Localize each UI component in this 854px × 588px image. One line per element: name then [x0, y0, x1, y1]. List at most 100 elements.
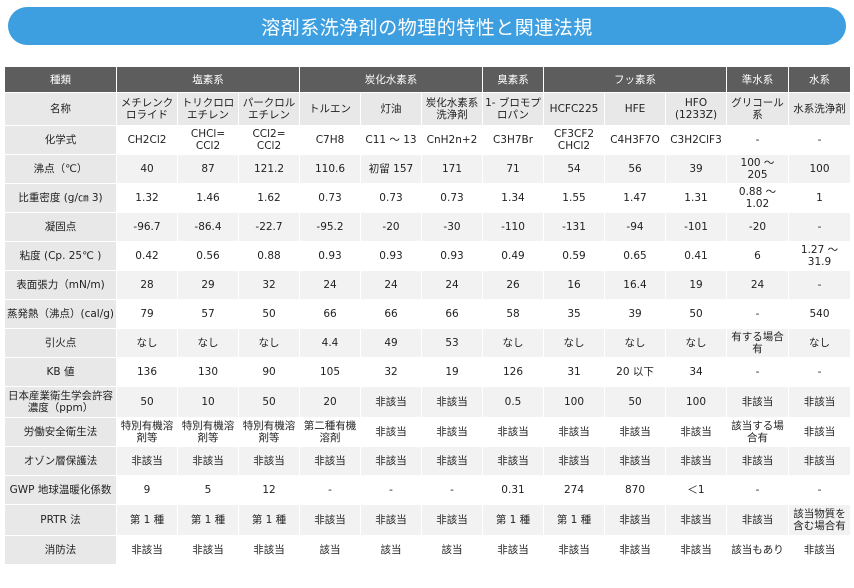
table-cell: 非該当 [788, 446, 851, 476]
table-cell: 49 [360, 328, 422, 358]
table-cell: 66 [421, 299, 483, 329]
table-cell: 0.41 [665, 241, 727, 271]
table-cell: CF3CF2 CHCl2 [543, 125, 605, 155]
table-cell: 24 [299, 270, 361, 300]
group-header-row: 種類 塩素系 炭化水素系 臭素系 フッ素系 準水系 水系 [4, 66, 851, 93]
table-cell: 非該当 [238, 446, 300, 476]
table-cell: 第 1 種 [543, 504, 605, 536]
table-cell: -96.7 [116, 212, 178, 242]
table-cell: 24 [360, 270, 422, 300]
table-cell: 9 [116, 475, 178, 505]
table-cell: 31 [543, 357, 605, 387]
table-cell: 24 [421, 270, 483, 300]
table-cell: 50 [116, 386, 178, 418]
table-cell: 非該当 [543, 535, 605, 565]
table-cell: 100 [665, 386, 727, 418]
table-cell: 非該当 [482, 535, 544, 565]
table-cell: 特別有機溶 剤等 [238, 417, 300, 447]
row-label: 日本産業衛生学会許容 濃度（ppm） [4, 386, 117, 418]
table-cell: 0.88 [238, 241, 300, 271]
table-cell: 非該当 [788, 535, 851, 565]
table-cell: 4.4 [299, 328, 361, 358]
table-cell: 20 [299, 386, 361, 418]
table-cell: - [726, 299, 789, 329]
table-cell: なし [665, 328, 727, 358]
table-cell: 87 [177, 154, 239, 184]
table-row: 凝固点 -96.7 -86.4 -22.7 -95.2 -20 -30 -110 -131 -94… [4, 212, 851, 242]
table-cell: 該当 [421, 535, 483, 565]
table-cell: 非該当 [421, 417, 483, 447]
table-cell: 0.49 [482, 241, 544, 271]
table-cell: -30 [421, 212, 483, 242]
table-cell: 12 [238, 475, 300, 505]
table-cell: 39 [604, 299, 666, 329]
table-cell: 66 [360, 299, 422, 329]
table-cell: - [726, 475, 789, 505]
table-cell: - [788, 357, 851, 387]
table-cell: -22.7 [238, 212, 300, 242]
table-cell: 非該当 [726, 504, 789, 536]
solvent-name-cell: 水系洗浄剤 [788, 92, 851, 126]
table-cell: 54 [543, 154, 605, 184]
table-cell: C3H2ClF3 [665, 125, 727, 155]
row-label: 凝固点 [4, 212, 117, 242]
row-label: オゾン層保護法 [4, 446, 117, 476]
table-cell: 1.34 [482, 183, 544, 213]
table-cell: 非該当 [177, 535, 239, 565]
table-cell: 非該当 [238, 535, 300, 565]
table-cell: 136 [116, 357, 178, 387]
table-cell: 非該当 [726, 386, 789, 418]
table-cell: 16.4 [604, 270, 666, 300]
table-cell: 50 [604, 386, 666, 418]
table-cell: 19 [665, 270, 727, 300]
table-cell: 非該当 [543, 446, 605, 476]
table-cell: - [788, 125, 851, 155]
group-fluorinated: フッ素系 [543, 66, 727, 93]
solvent-name-cell: HFO (1233Z) [665, 92, 727, 126]
table-cell: - [788, 270, 851, 300]
table-row: 粘度 (Cp. 25℃ ) 0.42 0.56 0.88 0.93 0.93 0.93 0.4… [4, 241, 851, 271]
table-cell: 40 [116, 154, 178, 184]
table-cell: -86.4 [177, 212, 239, 242]
table-cell: 10 [177, 386, 239, 418]
table-cell: 32 [238, 270, 300, 300]
table-cell: 53 [421, 328, 483, 358]
group-chlorinated: 塩素系 [116, 66, 300, 93]
table-cell: 非該当 [665, 535, 727, 565]
table-cell: 1.32 [116, 183, 178, 213]
table-cell: 非該当 [788, 386, 851, 418]
table-row: 表面張力（mN/m) 28 29 32 24 24 24 26 16 16.4 19 24- [4, 270, 851, 300]
table-cell: なし [482, 328, 544, 358]
table-row: 化学式 CH2Cl2 CHCl= CCl2 CCl2= CCl2 C7H8 C11 ～ 1… [4, 125, 851, 155]
table-cell: 非該当 [665, 504, 727, 536]
table-cell: CCl2= CCl2 [238, 125, 300, 155]
table-cell: 第 1 種 [482, 504, 544, 536]
table-row: 比重密度 (g/㎝ 3) 1.32 1.46 1.62 0.73 0.73 0.73 1.34… [4, 183, 851, 213]
table-cell: 特別有機溶 剤等 [116, 417, 178, 447]
table-cell: CnH2n+2 [421, 125, 483, 155]
table-cell: 58 [482, 299, 544, 329]
table-cell: 非該当 [360, 417, 422, 447]
table-cell: 非該当 [665, 446, 727, 476]
row-label: 引火点 [4, 328, 117, 358]
table-cell: 初留 157 [360, 154, 422, 184]
table-cell: 71 [482, 154, 544, 184]
table-cell: -94 [604, 212, 666, 242]
table-cell: 非該当 [604, 446, 666, 476]
table-cell: 0.5 [482, 386, 544, 418]
table-cell: 50 [238, 386, 300, 418]
table-cell: 非該当 [665, 417, 727, 447]
table-cell: - [788, 475, 851, 505]
table-cell: 100 ～ 205 [726, 154, 789, 184]
table-cell: 非該当 [482, 417, 544, 447]
table-cell: 0.56 [177, 241, 239, 271]
solvent-name-cell: パークロル エチレン [238, 92, 300, 126]
table-cell: C4H3F7O [604, 125, 666, 155]
table-cell: CHCl= CCl2 [177, 125, 239, 155]
table-cell: 50 [665, 299, 727, 329]
table-cell: 非該当 [360, 446, 422, 476]
table-cell: 0.73 [360, 183, 422, 213]
table-cell: 5 [177, 475, 239, 505]
table-cell: 24 [726, 270, 789, 300]
table-row: PRTR 法第 1 種第 1 種第 1 種非該当 非該当 非該当第 1 種第 1 種… [4, 504, 851, 536]
